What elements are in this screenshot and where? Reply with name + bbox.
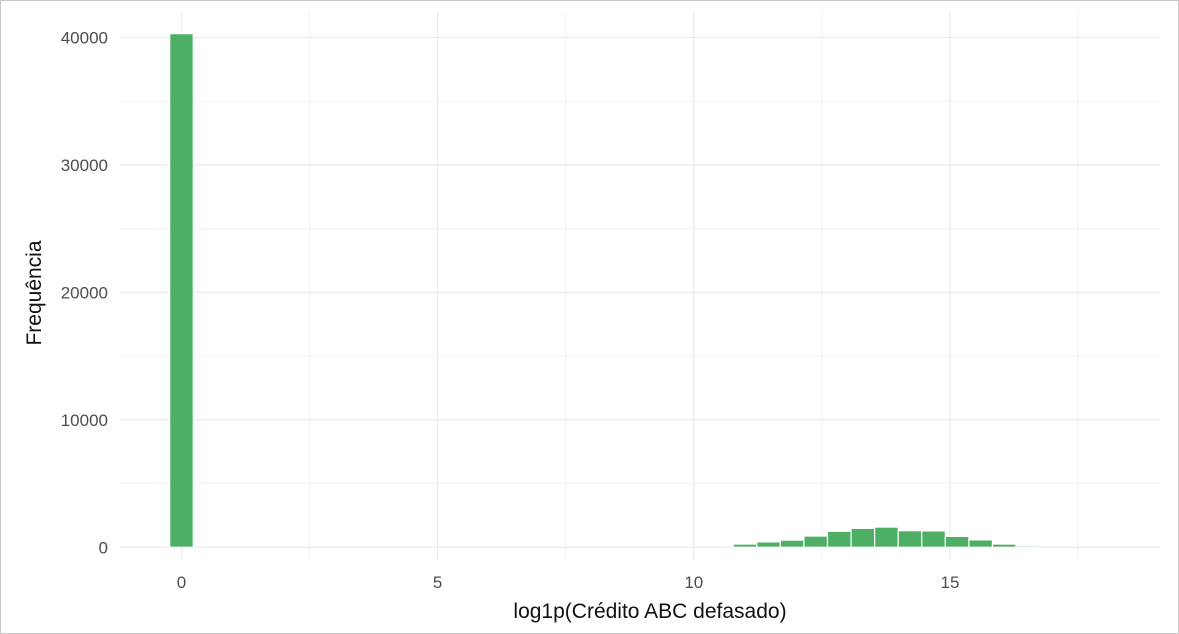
x-tick-label: 0 <box>177 573 186 592</box>
y-axis-title: Frequência <box>23 240 46 345</box>
histogram-bar <box>826 530 852 548</box>
y-tick-label: 0 <box>99 538 108 557</box>
histogram-bar <box>991 543 1017 548</box>
histogram-bar <box>803 535 829 548</box>
x-tick-label: 15 <box>940 573 959 592</box>
x-tick-label: 5 <box>433 573 442 592</box>
histogram-bar <box>968 539 994 548</box>
x-tick-label: 10 <box>684 573 703 592</box>
histogram-bar <box>756 541 781 548</box>
histogram-bar <box>779 539 805 548</box>
grid-lines <box>120 12 1160 560</box>
y-tick-label: 10000 <box>61 411 108 430</box>
histogram-bar <box>169 33 194 548</box>
histogram-bar <box>874 526 899 548</box>
histogram-bars <box>169 33 1041 548</box>
histogram-bar <box>897 530 923 548</box>
histogram-bar <box>921 530 946 548</box>
histogram-bar <box>732 543 758 548</box>
x-axis-ticks: 0 5 10 15 <box>177 573 960 592</box>
y-tick-label: 30000 <box>61 156 108 175</box>
y-axis-ticks: 0 10000 20000 30000 40000 <box>61 28 108 557</box>
histogram-bar <box>850 527 876 548</box>
y-tick-label: 20000 <box>61 283 108 302</box>
x-axis-title: log1p(Crédito ABC defasado) <box>513 600 786 623</box>
y-tick-label: 40000 <box>61 28 108 47</box>
histogram-bar <box>944 535 970 548</box>
histogram-bar <box>1015 545 1041 548</box>
